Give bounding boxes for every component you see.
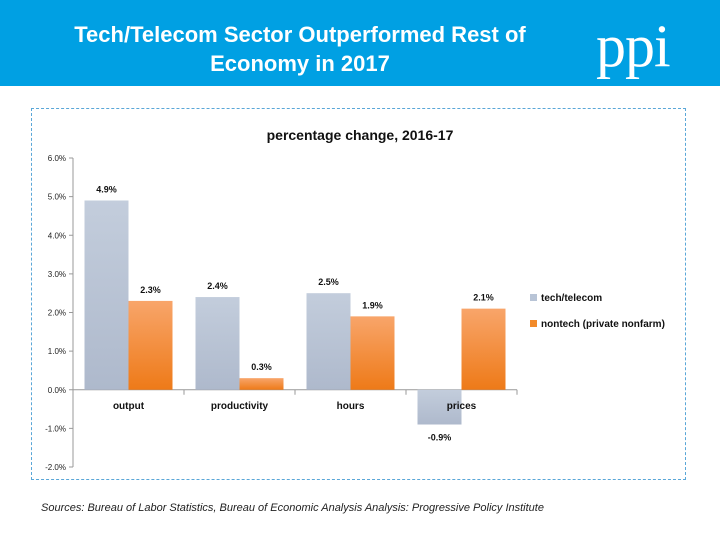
x-tick-label: productivity bbox=[211, 401, 269, 412]
data-label: 2.5% bbox=[318, 277, 339, 287]
y-tick-label: -2.0% bbox=[45, 463, 66, 472]
bar-tech-output bbox=[84, 200, 129, 390]
bar-tech-prices bbox=[417, 389, 462, 425]
chart-title: percentage change, 2016-17 bbox=[267, 127, 454, 143]
slide-title: Tech/Telecom Sector Outperformed Rest of… bbox=[20, 20, 580, 78]
y-tick-label: 2.0% bbox=[48, 309, 66, 318]
x-tick-label: prices bbox=[447, 401, 477, 412]
ppi-logo: ppi bbox=[596, 13, 671, 79]
y-tick-label: -1.0% bbox=[45, 424, 66, 433]
data-label: -0.9% bbox=[428, 433, 452, 443]
data-label: 0.3% bbox=[251, 362, 272, 372]
legend-swatch bbox=[530, 294, 537, 301]
y-tick-label: 1.0% bbox=[48, 347, 66, 356]
data-label: 4.9% bbox=[96, 184, 117, 194]
y-tick-label: 0.0% bbox=[48, 386, 66, 395]
y-tick-label: 3.0% bbox=[48, 270, 66, 279]
bar-nontech-prices bbox=[461, 308, 506, 390]
legend-swatch bbox=[530, 320, 537, 327]
slide-title-line-1: Tech/Telecom Sector Outperformed Rest of bbox=[74, 22, 526, 47]
legend-label: nontech (private nonfarm) bbox=[541, 319, 665, 330]
title-banner: Tech/Telecom Sector Outperformed Rest of… bbox=[0, 0, 720, 86]
bar-nontech-productivity bbox=[239, 378, 284, 390]
legend-label: tech/telecom bbox=[541, 293, 602, 304]
bar-tech-productivity bbox=[195, 297, 240, 390]
bar-nontech-output bbox=[128, 300, 173, 390]
y-tick-label: 5.0% bbox=[48, 193, 66, 202]
source-note: Sources: Bureau of Labor Statistics, Bur… bbox=[41, 502, 544, 514]
data-label: 2.1% bbox=[473, 293, 494, 303]
x-tick-label: hours bbox=[337, 401, 365, 412]
data-label: 1.9% bbox=[362, 300, 383, 310]
data-label: 2.3% bbox=[140, 285, 161, 295]
bar-tech-hours bbox=[306, 293, 351, 390]
chart-frame bbox=[31, 108, 686, 480]
y-tick-label: 6.0% bbox=[48, 154, 66, 163]
y-tick-label: 4.0% bbox=[48, 231, 66, 240]
data-label: 2.4% bbox=[207, 281, 228, 291]
x-tick-label: output bbox=[113, 401, 145, 412]
bar-nontech-hours bbox=[350, 316, 395, 390]
slide-title-line-2: Economy in 2017 bbox=[210, 51, 390, 76]
